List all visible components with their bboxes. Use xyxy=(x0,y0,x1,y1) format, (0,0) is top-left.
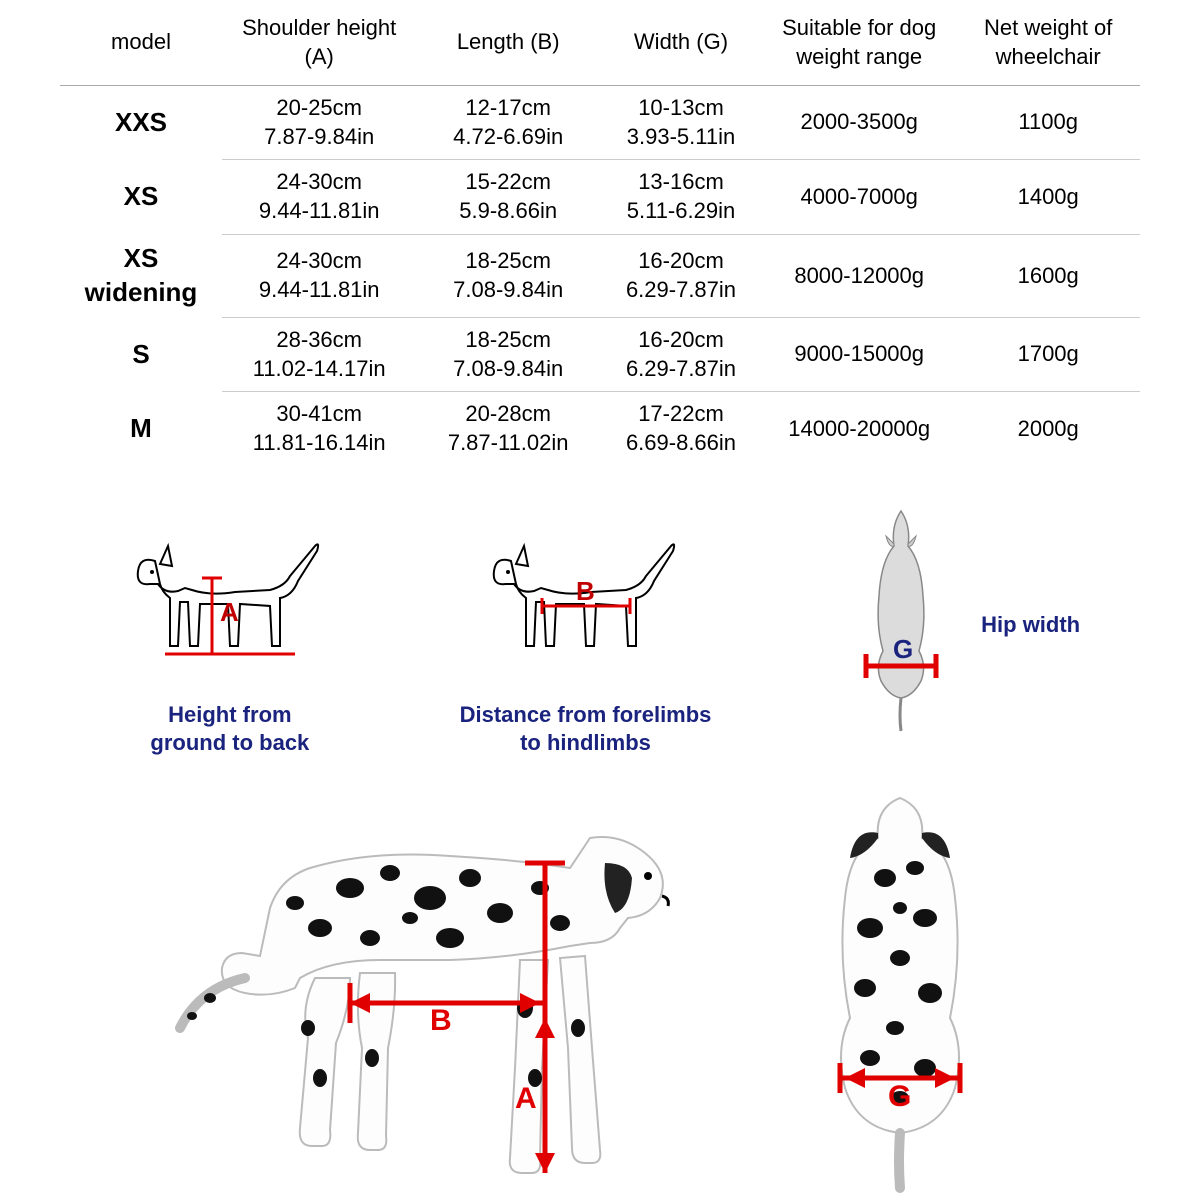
table-row: XS widening24-30cm9.44-11.81in18-25cm7.0… xyxy=(60,234,1140,318)
cell-b: 15-22cm5.9-8.66in xyxy=(416,160,600,234)
size-table: model Shoulder height (A) Length (B) Wid… xyxy=(60,10,1140,466)
label-a: A xyxy=(220,597,239,627)
table-row: XXS20-25cm7.87-9.84in12-17cm4.72-6.69in1… xyxy=(60,86,1140,160)
cell-a: 30-41cm11.81-16.14in xyxy=(222,392,416,466)
table-row: XS24-30cm9.44-11.81in15-22cm5.9-8.66in13… xyxy=(60,160,1140,234)
cell-netweight: 1600g xyxy=(956,234,1140,318)
caption-b: Distance from forelimbs to hindlimbs xyxy=(460,701,712,758)
cell-a: 24-30cm9.44-11.81in xyxy=(222,234,416,318)
dog-side-b-icon: B xyxy=(476,506,696,686)
label-g: G xyxy=(893,634,913,664)
th-shoulder: Shoulder height (A) xyxy=(222,10,416,86)
cell-b: 20-28cm7.87-11.02in xyxy=(416,392,600,466)
th-netweight: Net weight of wheelchair xyxy=(956,10,1140,86)
table-row: S28-36cm11.02-14.17in18-25cm7.08-9.84in1… xyxy=(60,318,1140,392)
cell-b: 18-25cm7.08-9.84in xyxy=(416,318,600,392)
th-dogweight: Suitable for dog weight range xyxy=(762,10,956,86)
cell-g: 17-22cm6.69-8.66in xyxy=(600,392,762,466)
cell-dogweight: 8000-12000g xyxy=(762,234,956,318)
diagram-a: A Height from ground to back xyxy=(120,506,340,758)
photo-label-a: A xyxy=(515,1082,537,1115)
cell-model: S xyxy=(60,318,222,392)
photo-row: A B G xyxy=(60,778,1140,1198)
cell-dogweight: 2000-3500g xyxy=(762,86,956,160)
th-model: model xyxy=(60,10,222,86)
cell-dogweight: 14000-20000g xyxy=(762,392,956,466)
cell-g: 10-13cm3.93-5.11in xyxy=(600,86,762,160)
dog-top-g-icon: G xyxy=(831,506,971,736)
dog-side-a-icon: A xyxy=(120,506,340,686)
diagram-b: B Distance from forelimbs to hindlimbs xyxy=(460,506,712,758)
cell-dogweight: 4000-7000g xyxy=(762,160,956,234)
cell-model: XS xyxy=(60,160,222,234)
diagram-row: A Height from ground to back B Distance … xyxy=(60,506,1140,758)
photo-label-g: G xyxy=(888,1080,911,1113)
cell-b: 12-17cm4.72-6.69in xyxy=(416,86,600,160)
cell-a: 28-36cm11.02-14.17in xyxy=(222,318,416,392)
cell-g: 16-20cm6.29-7.87in xyxy=(600,318,762,392)
photo-label-b: B xyxy=(430,1004,452,1037)
diagram-g: G Hip width xyxy=(831,506,1080,736)
cell-netweight: 1100g xyxy=(956,86,1140,160)
cell-netweight: 2000g xyxy=(956,392,1140,466)
cell-netweight: 1400g xyxy=(956,160,1140,234)
th-width: Width (G) xyxy=(600,10,762,86)
cell-model: XXS xyxy=(60,86,222,160)
caption-a: Height from ground to back xyxy=(120,701,340,758)
dalmatian-side-icon: A B xyxy=(150,778,710,1198)
cell-g: 13-16cm5.11-6.29in xyxy=(600,160,762,234)
dalmatian-top-icon: G xyxy=(750,778,1050,1198)
th-length: Length (B) xyxy=(416,10,600,86)
cell-dogweight: 9000-15000g xyxy=(762,318,956,392)
cell-model: M xyxy=(60,392,222,466)
table-row: M30-41cm11.81-16.14in20-28cm7.87-11.02in… xyxy=(60,392,1140,466)
label-b: B xyxy=(576,576,595,606)
cell-g: 16-20cm6.29-7.87in xyxy=(600,234,762,318)
cell-b: 18-25cm7.08-9.84in xyxy=(416,234,600,318)
caption-g: Hip width xyxy=(981,611,1080,640)
cell-a: 24-30cm9.44-11.81in xyxy=(222,160,416,234)
cell-model: XS widening xyxy=(60,234,222,318)
cell-netweight: 1700g xyxy=(956,318,1140,392)
cell-a: 20-25cm7.87-9.84in xyxy=(222,86,416,160)
